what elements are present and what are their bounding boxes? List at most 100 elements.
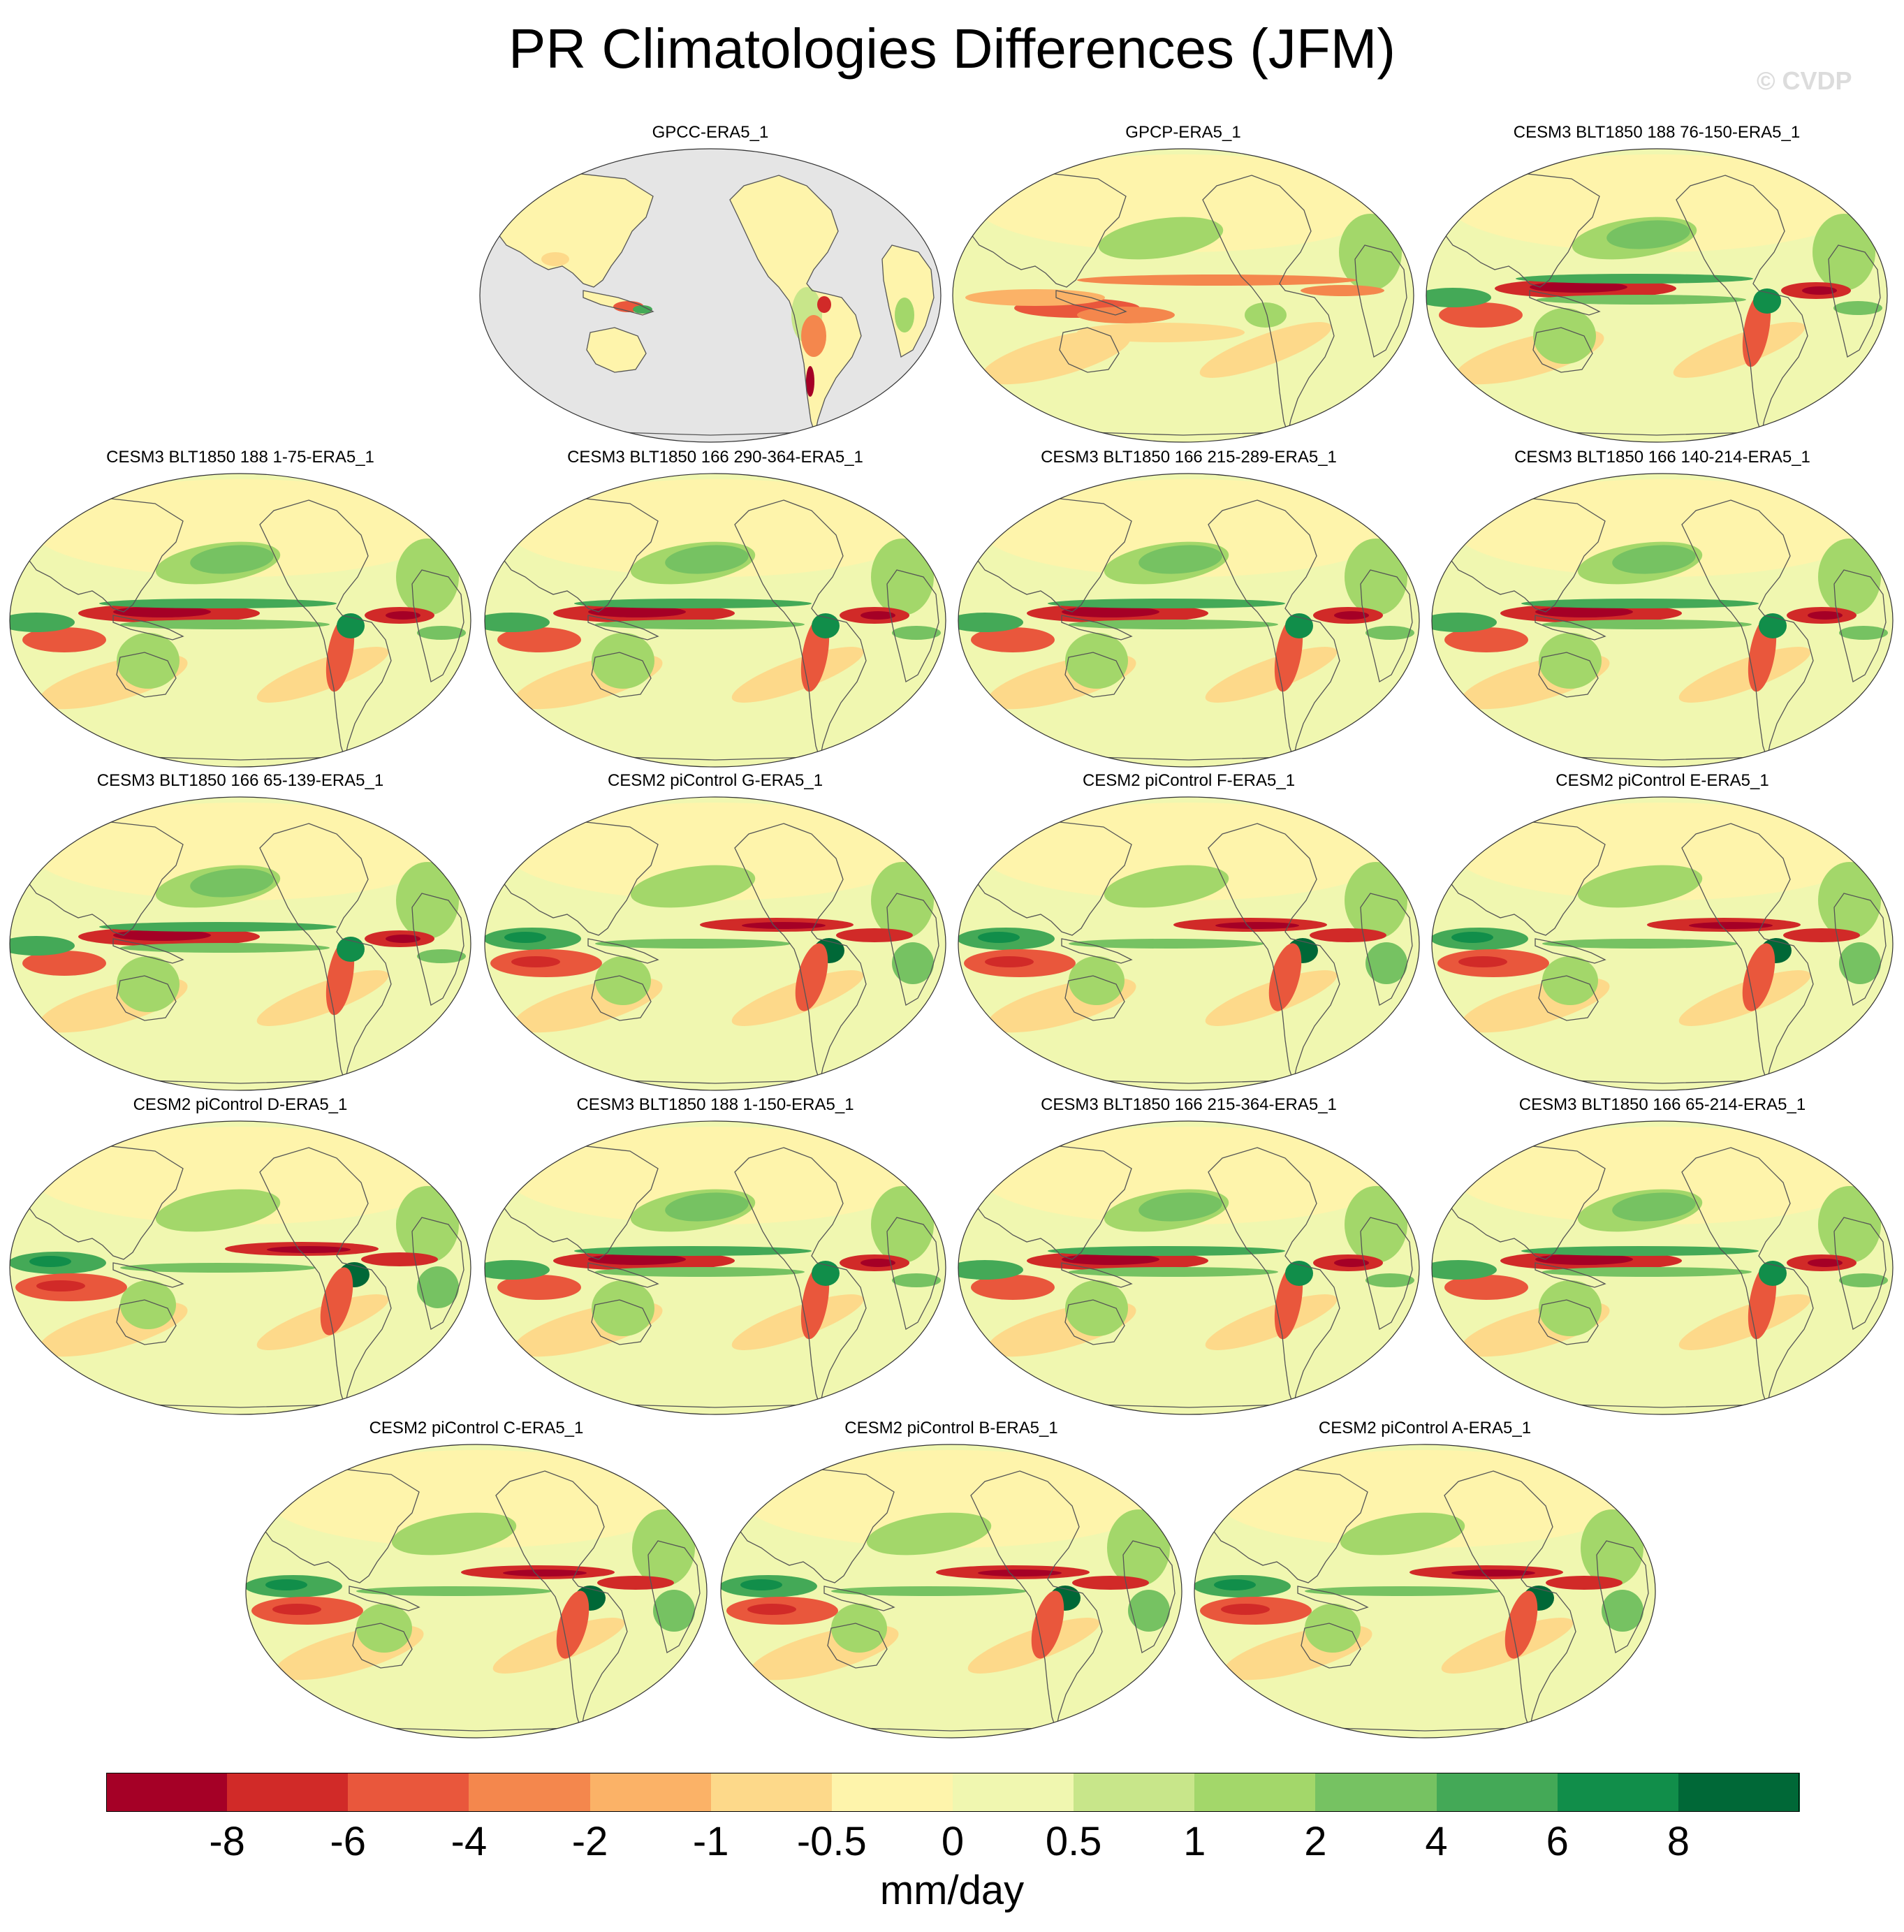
panel-title: CESM3 BLT1850 166 290-364-ERA5_1 [567,448,863,467]
anomaly-patch [155,1189,281,1232]
itcz-dry-core [267,1246,351,1253]
anomaly-patch [1104,865,1229,908]
base-field-s [31,1329,450,1413]
anomaly-patch [396,539,459,615]
amazon-wet [812,613,840,638]
base-field-s [267,1653,686,1736]
base-field-s [1215,1653,1634,1736]
world-map [245,1444,708,1739]
map-field [485,797,946,1090]
atlantic-dry [361,1252,438,1266]
amazon-wet [1759,613,1787,638]
spcz-dry-core [36,1280,85,1291]
coastline-greenland [1801,159,1845,186]
australia-wet [356,1604,412,1653]
colorbar-tick-label: -0.5 [796,1819,867,1864]
amazon-wet [1753,288,1781,314]
colorbar-tick-label: -1 [692,1819,729,1864]
coastline-indonesia [587,1262,659,1288]
anomaly-patch [396,862,459,939]
itcz-wet-band [1048,599,1285,608]
coastline-indonesia [1535,1262,1606,1288]
panel-title: CESM3 BLT1850 166 65-139-ERA5_1 [96,771,384,790]
coastline-americas [1208,499,1340,761]
map-field [721,1444,1182,1738]
andes-dry [1031,1590,1064,1659]
panel-title: CESM2 piControl A-ERA5_1 [1318,1419,1532,1437]
spcz-wet [485,1260,550,1280]
map-border [1426,148,1888,443]
base-field-s [31,682,450,766]
base-field-n [506,803,925,900]
coastline-asia [1444,496,1606,613]
anomaly-patch [1678,647,1811,703]
atlantic-wet [1365,626,1414,640]
itcz-wet-band [1537,295,1746,305]
world-map [720,1444,1182,1739]
spcz-wet [10,936,75,956]
coastline-indonesia [587,615,659,641]
coastline-indonesia [1535,615,1606,641]
panel-title: CESM3 BLT1850 188 1-150-ERA5_1 [576,1095,854,1114]
map-border [958,473,1420,768]
coastline-greenland [860,807,903,835]
colorbar-tick-label: -4 [451,1819,488,1864]
coastline-africa [1833,1217,1887,1331]
panel-title: CESM3 BLT1850 166 215-364-ERA5_1 [1041,1095,1337,1114]
map-panel: CESM2 piControl F-ERA5_1 [957,770,1421,1092]
world-map [952,148,1414,443]
colorbar-swatch [1436,1773,1558,1812]
colorbar-swatch [953,1773,1075,1812]
coastline-indonesia [583,290,654,316]
australia-wet [1069,956,1125,1005]
panel-title: CESM3 BLT1850 166 215-289-ERA5_1 [1041,448,1337,467]
colorbar-tick-label: -6 [330,1819,367,1864]
equatorial-band [1301,285,1384,296]
world-map [484,1120,946,1415]
anomaly-patch [1577,865,1703,908]
anomaly-patch [1818,539,1881,615]
coastline-africa [1833,569,1887,683]
colorbar-swatch [1194,1773,1317,1812]
coastline-australia [1064,1299,1125,1345]
coastline-indonesia [1061,938,1133,964]
coastline-asia [970,496,1132,613]
australia-wet [120,1280,176,1329]
coastline-australia [116,975,177,1021]
anomaly-patch [871,539,934,615]
colorbar-swatch [710,1773,833,1812]
spcz-dry-core [1221,1604,1270,1615]
atlantic-dry [836,928,913,942]
colorbar-swatch [589,1773,712,1812]
australia-wet [1539,633,1602,689]
coastline-australia [1538,975,1599,1021]
coastline-asia [733,1467,895,1583]
itcz-dry-core [588,1254,686,1265]
warm-pool-core [1451,932,1493,943]
africa-wet [1602,1590,1643,1632]
itcz-wet-band [595,620,805,629]
base-field-n [1453,803,1872,900]
itcz-wet-band [574,1246,812,1256]
warm-pool-core [740,1579,782,1590]
spcz-dry [497,1275,581,1300]
equatorial-wet [595,939,791,949]
coastline-indonesia [823,1586,895,1611]
world-map [958,1120,1420,1415]
map-field [1432,474,1893,767]
colorbar-swatch [1074,1773,1196,1812]
map-field [1426,149,1887,442]
coastline-australia [1064,975,1125,1021]
atlantic-wet [1839,1273,1888,1287]
warm-pool-core [265,1579,307,1590]
atlantic-dry-core [861,1259,895,1267]
coastline-australia [827,1623,888,1669]
coastline-australia [591,975,652,1021]
itcz-wet-band [595,1267,805,1277]
coastline-australia [591,1299,652,1345]
equatorial-wet [1542,939,1738,949]
world-map [958,473,1420,768]
coastline-asia [492,171,654,288]
world-map [9,473,471,768]
coastline-greenland [1333,1132,1377,1159]
